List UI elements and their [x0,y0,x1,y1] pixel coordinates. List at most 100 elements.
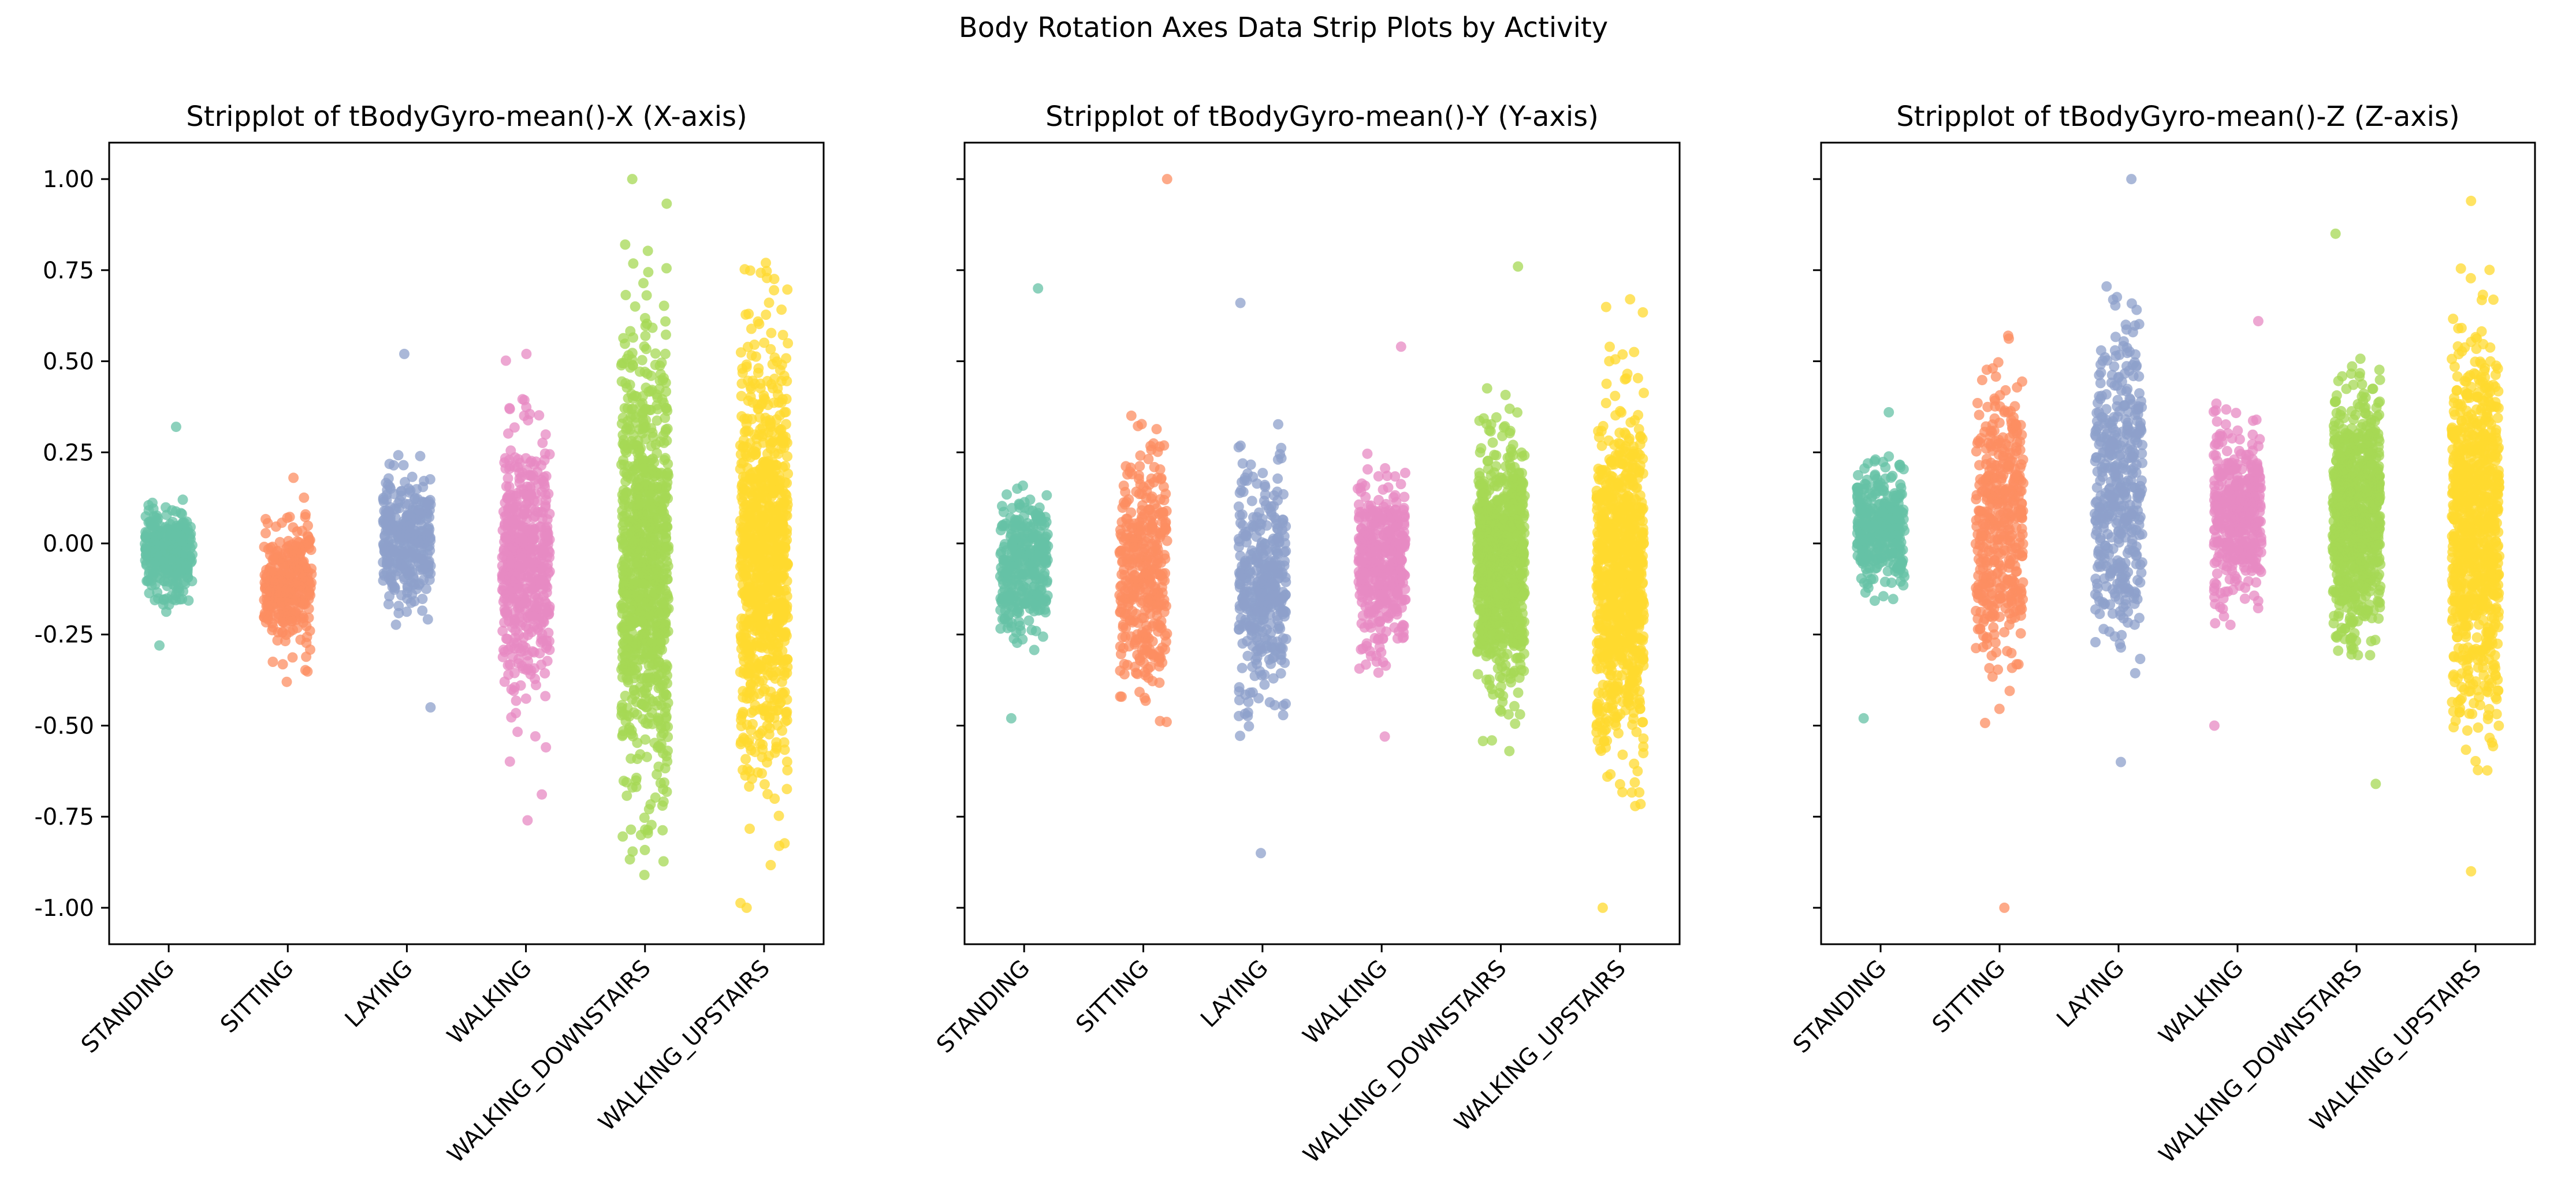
strip-point [1387,572,1398,583]
strip-point [1002,591,1012,602]
strip-point [1373,610,1384,621]
strip-point [1144,572,1155,583]
x-axis-x: STANDING SITTING LAYING WALKINGWALKING_DOWN… [76,944,775,1168]
strip-point [540,429,551,440]
strip-point [542,606,553,617]
strip-point [398,460,409,471]
strip-point [381,509,391,519]
strip-point [1011,608,1022,619]
strip-point [1278,489,1289,500]
strip-point [646,819,657,830]
strip-point [1278,700,1289,711]
strip-point [267,625,278,636]
y-tick-label: 0.50 [43,349,94,375]
strip-point [413,504,424,515]
strip-point [1007,542,1018,552]
strip-point [1369,633,1380,643]
strip-point [639,870,650,881]
strip-point [519,394,530,405]
strip-point [782,284,793,295]
strip-point [286,616,297,627]
strip-point [509,632,520,643]
strip-point [626,824,636,835]
strip-point [736,522,747,533]
strip-point [1235,297,1246,308]
strip-point [1395,341,1406,352]
strip-point [642,318,652,329]
strip-point [1246,625,1257,636]
strip-point [617,505,628,516]
strip-point [1122,557,1133,568]
strip-point [643,267,654,278]
y-tick-label: 1.00 [43,166,94,193]
strip-point [659,777,669,788]
strip-point [621,790,632,801]
strip-point [1279,657,1290,668]
strip-point [641,702,652,713]
strip-point [418,482,429,493]
strip-point [1395,479,1406,490]
strip-point [661,263,672,274]
strip-point [497,560,508,571]
strip-point [142,576,152,587]
strip-point [749,502,760,513]
strip-point [277,659,288,670]
strip-point [422,614,433,625]
strip-point [643,804,654,815]
strip-point [637,409,648,420]
strip-point [1504,746,1515,757]
strip-point [522,815,533,826]
strip-point [271,550,282,561]
strip-point [657,800,668,811]
strip-point [1270,543,1281,554]
strip-point [1279,556,1290,567]
strip-point [1011,627,1022,638]
strip-point [1145,441,1156,452]
strip-point [509,643,520,654]
strip-point [759,393,769,404]
strip-point [769,373,780,384]
strip-point [259,608,270,619]
strip-point [764,501,775,512]
strip-point [277,598,288,609]
strip-point [1260,500,1271,511]
strip-point [1259,606,1269,617]
strip-point [1012,638,1022,649]
strip-point [764,729,775,740]
strip-point [1141,631,1152,642]
strip-point [1033,508,1044,519]
strip-point [628,258,639,269]
strip-point [383,599,394,610]
strip-point [172,570,183,580]
strip-point [1374,511,1385,521]
strip-point [627,539,638,550]
strip-point [738,441,749,452]
strip-point [1238,619,1249,630]
strip-point [759,779,770,790]
strip-point [537,437,548,448]
strip-point [384,459,395,470]
strip-point [631,577,642,588]
strip-point [529,557,540,568]
strip-point [764,297,775,308]
strip-point [765,860,776,870]
strip-point [763,459,774,470]
strip-point [425,474,435,485]
strip-point [508,583,519,594]
strip-point [658,300,669,311]
strip-point [745,381,756,392]
strip-point [1127,617,1138,628]
strip-point [379,531,390,542]
strip-point [744,265,755,276]
strip-point [617,489,628,500]
strip-point [523,470,534,480]
strip-point [763,560,774,571]
strip-point [653,696,664,706]
strip-point [180,579,191,590]
strip-point [648,480,659,491]
strip-point [781,706,792,717]
strip-point [628,684,639,695]
strip-point [409,494,420,505]
strip-point [1272,615,1283,625]
strip-point [754,604,765,615]
